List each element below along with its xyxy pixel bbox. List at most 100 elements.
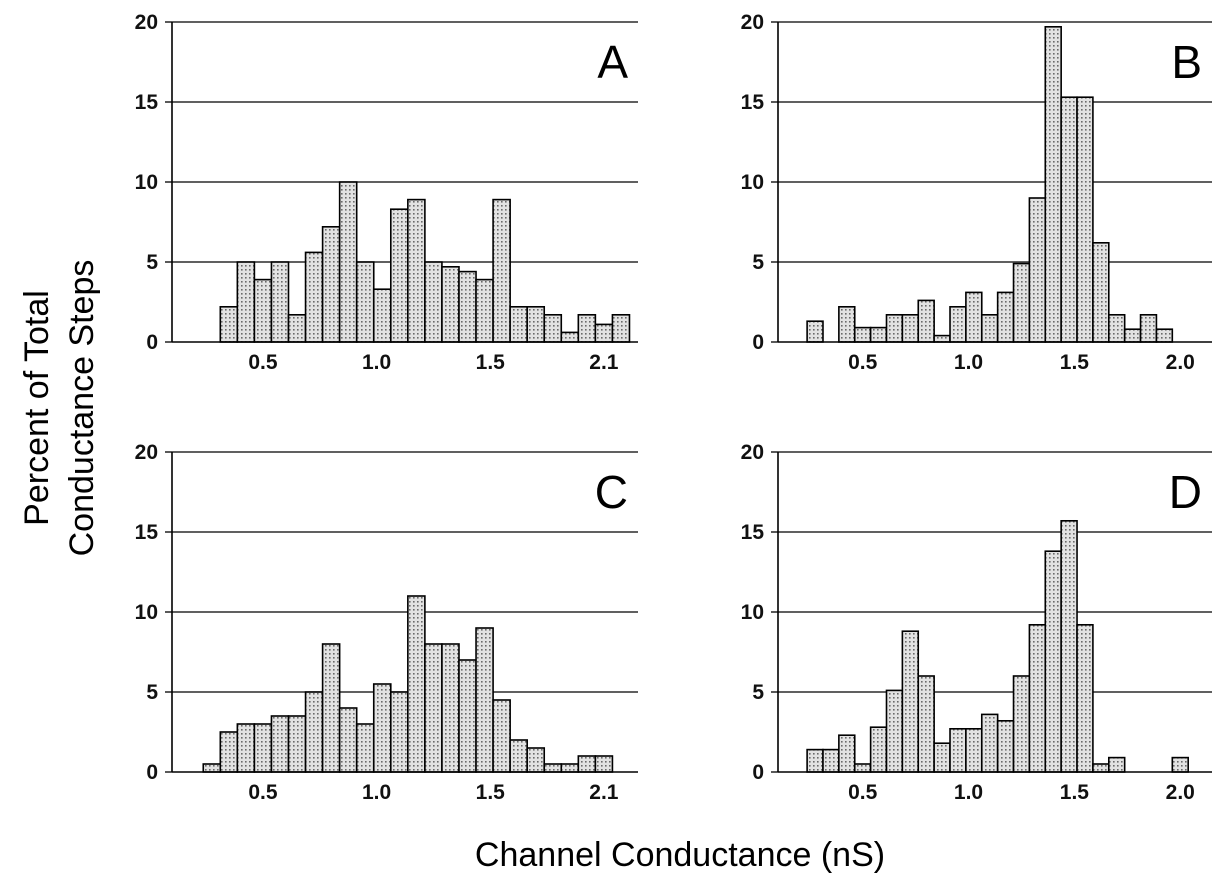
panel-c: 0 5 10 15 20 0.5 1.0 1.5 2.1 C: [135, 441, 638, 804]
bar: [885, 689, 904, 773]
bar: [526, 305, 546, 343]
bar: [458, 270, 477, 343]
x-tick-label: 0.5: [848, 351, 878, 374]
x-tick-label: 1.5: [1060, 351, 1090, 374]
bar: [965, 727, 983, 773]
bar: [611, 313, 631, 343]
bar: [980, 313, 999, 343]
bar: [219, 305, 239, 343]
panel-letter: C: [595, 466, 628, 518]
bar: [1028, 197, 1047, 343]
x-tick-label: 2.0: [1166, 781, 1195, 804]
bar: [996, 291, 1015, 343]
y-tick-label: 20: [135, 441, 158, 464]
bar: [1107, 313, 1126, 343]
bar: [1076, 623, 1094, 773]
bar: [407, 198, 426, 343]
bar: [1092, 763, 1110, 773]
bar: [1044, 25, 1062, 343]
x-tick-label: 1.0: [954, 781, 983, 804]
bar: [287, 313, 307, 343]
bar: [338, 181, 358, 343]
bar: [355, 723, 375, 773]
panel-letter: A: [597, 36, 628, 88]
panel-letter: B: [1171, 36, 1202, 88]
y-tick-label: 20: [741, 11, 764, 34]
panel-b: 0 5 10 15 20 0.5 1.0 1.5 2.0 B: [741, 11, 1212, 374]
bar: [424, 643, 443, 773]
bar: [806, 320, 824, 343]
x-tick-label: 2.1: [589, 781, 619, 804]
y-axis-title-line2: Conductance Steps: [63, 260, 101, 557]
bar: [594, 323, 614, 343]
y-tick-label: 0: [146, 331, 158, 354]
y-tick-label: 20: [135, 11, 158, 34]
bar: [901, 630, 920, 773]
bar: [1155, 328, 1174, 343]
bar: [1076, 96, 1094, 343]
bar: [1012, 262, 1031, 343]
bar: [1171, 756, 1189, 773]
bar: [321, 643, 341, 773]
bar: [253, 278, 273, 343]
bar: [917, 299, 935, 343]
x-tick-label: 1.0: [362, 781, 391, 804]
bar: [1012, 675, 1031, 773]
x-tick-label: 1.0: [954, 351, 983, 374]
bar: [1044, 550, 1062, 773]
x-tick-label: 0.5: [848, 781, 878, 804]
bar: [1123, 328, 1142, 343]
bar: [933, 742, 951, 773]
bar: [253, 723, 273, 773]
bar: [577, 755, 597, 773]
bar: [543, 763, 563, 773]
bar: [287, 715, 307, 773]
bar: [901, 313, 920, 343]
bar: [270, 715, 290, 773]
y-tick-label: 10: [741, 171, 764, 194]
bar: [838, 305, 856, 343]
bar: [338, 707, 358, 773]
bar: [304, 251, 324, 343]
bar: [949, 727, 967, 773]
bar: [304, 691, 324, 773]
bar: [441, 265, 460, 343]
panel-d: 0 5 10 15 20 0.5 1.0 1.5 2.0 D: [741, 441, 1212, 804]
bar: [560, 763, 580, 773]
bar: [965, 291, 983, 343]
y-axis-title-line1: Percent of Total: [18, 290, 56, 526]
x-tick-label: 2.0: [1166, 351, 1195, 374]
panel-letter: D: [1169, 466, 1202, 518]
y-tick-label: 5: [752, 251, 764, 274]
y-tick-label: 20: [741, 441, 764, 464]
bar: [933, 334, 951, 343]
bar: [475, 278, 494, 343]
x-tick-label: 2.1: [589, 351, 619, 374]
y-tick-label: 0: [146, 761, 158, 784]
y-tick-label: 5: [752, 681, 764, 704]
x-tick-label: 1.5: [1060, 781, 1090, 804]
x-tick-label: 0.5: [248, 781, 278, 804]
y-tick-label: 15: [135, 521, 159, 544]
y-tick-label: 0: [752, 331, 764, 354]
bar: [407, 595, 426, 773]
x-tick-label: 1.5: [476, 351, 506, 374]
bar: [509, 739, 528, 773]
bar: [492, 699, 511, 773]
bar: [1028, 623, 1047, 773]
bar: [492, 198, 511, 343]
bar: [236, 261, 256, 343]
x-tick-label: 1.5: [476, 781, 506, 804]
y-tick-label: 10: [741, 601, 764, 624]
bar: [949, 305, 967, 343]
bar: [389, 208, 409, 343]
y-tick-label: 5: [146, 681, 158, 704]
bar: [1092, 242, 1110, 343]
y-tick-label: 15: [741, 521, 765, 544]
y-tick-label: 0: [752, 761, 764, 784]
bar: [475, 627, 494, 773]
bar: [543, 313, 563, 343]
bar: [806, 748, 824, 773]
bar: [885, 313, 904, 343]
